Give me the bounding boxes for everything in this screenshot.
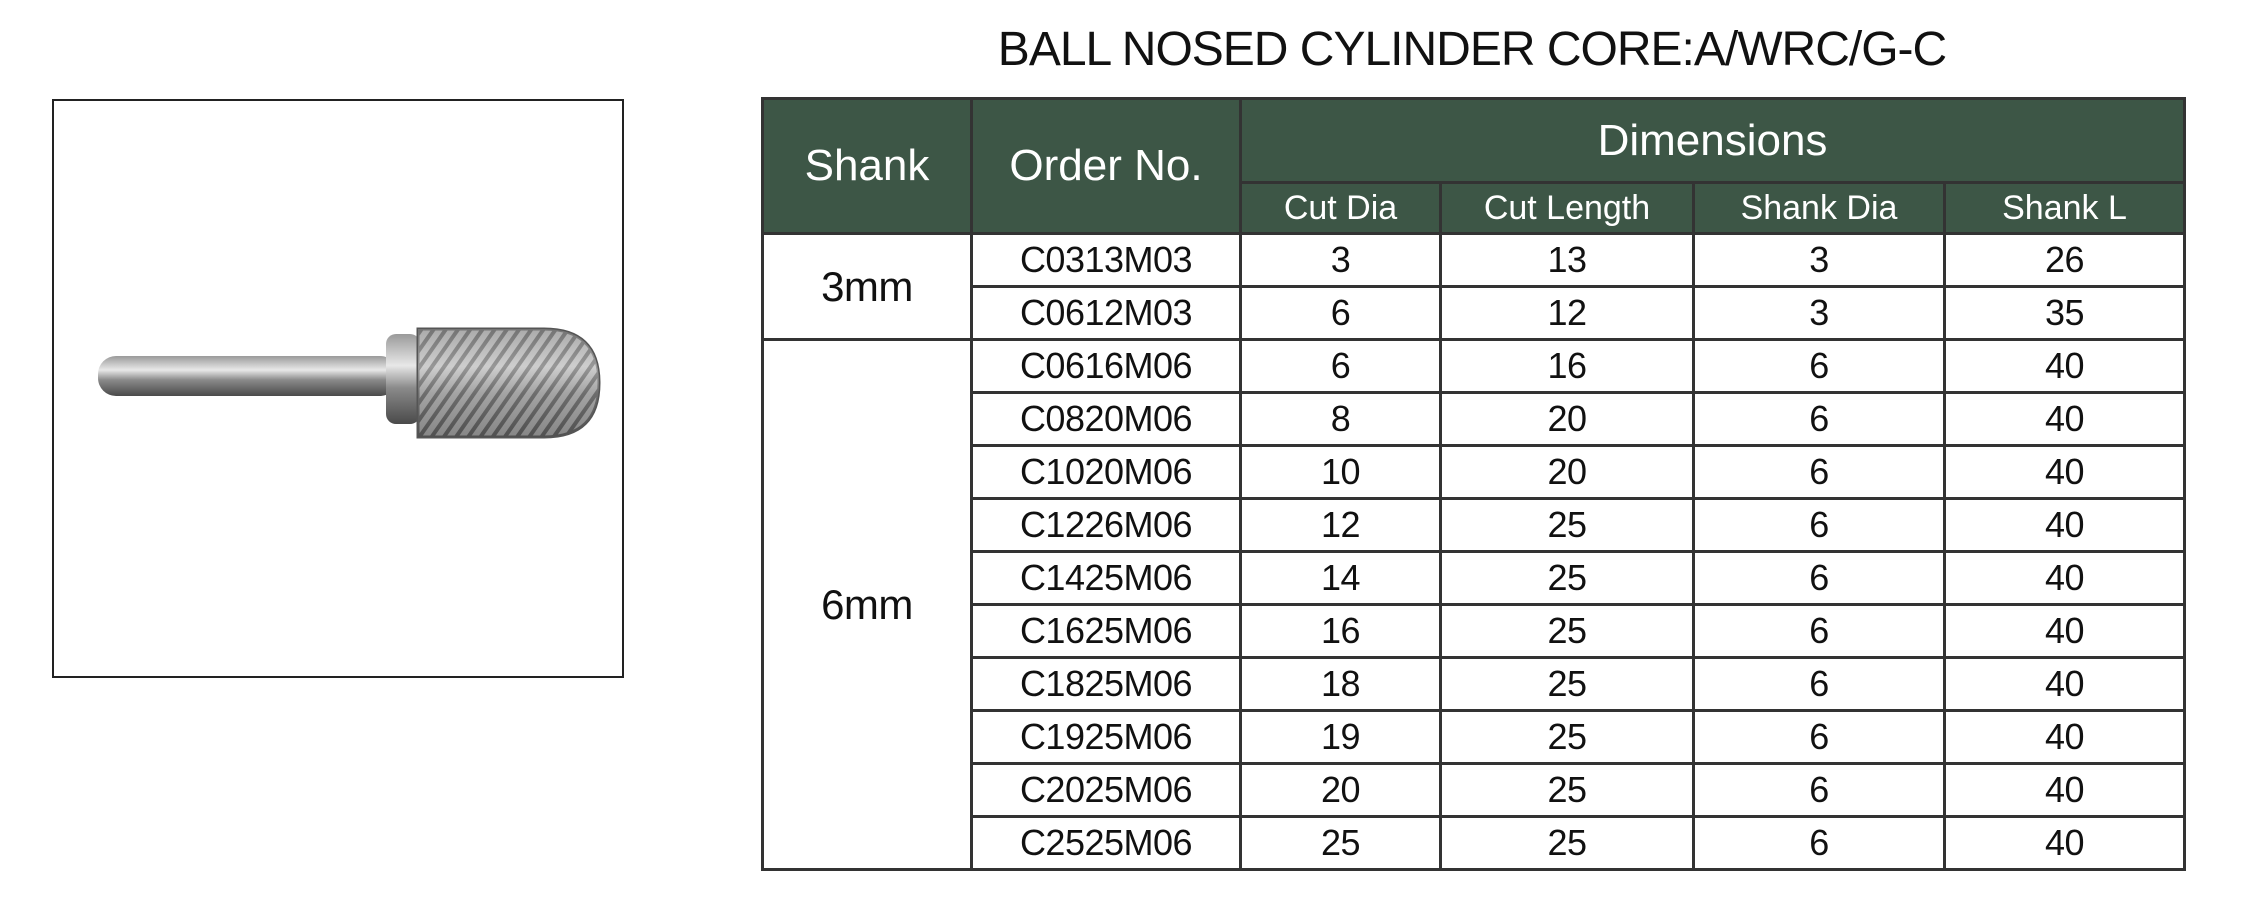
shank-dia-cell: 6 — [1692, 815, 1946, 871]
cut-dia-cell: 6 — [1239, 285, 1442, 341]
cut-dia-cell: 25 — [1239, 815, 1442, 871]
order-no-cell: C1020M06 — [970, 444, 1242, 500]
shank-l-cell: 40 — [1943, 497, 2186, 553]
cut-length-cell: 25 — [1439, 497, 1695, 553]
shank-l-cell: 35 — [1943, 285, 2186, 341]
cut-dia-cell: 3 — [1239, 232, 1442, 288]
shank-dia-cell: 6 — [1692, 709, 1946, 765]
shank-l-cell: 40 — [1943, 603, 2186, 659]
cut-length-cell: 20 — [1439, 444, 1695, 500]
order-no-cell: C0612M03 — [970, 285, 1242, 341]
shank-l-cell: 40 — [1943, 762, 2186, 818]
table-row: C1226M06 12 25 6 40 — [763, 497, 2186, 553]
cut-length-cell: 12 — [1439, 285, 1695, 341]
cut-length-cell: 25 — [1439, 762, 1695, 818]
header-cut-dia: Cut Dia — [1239, 181, 1442, 235]
shank-dia-cell: 6 — [1692, 497, 1946, 553]
cut-dia-cell: 14 — [1239, 550, 1442, 606]
order-no-cell: C1226M06 — [970, 497, 1242, 553]
cut-length-cell: 25 — [1439, 815, 1695, 871]
specification-table: Shank Order No. Dimensions Cut Dia Cut L… — [761, 97, 2186, 871]
order-no-cell: C2025M06 — [970, 762, 1242, 818]
ball-nosed-burr-image — [98, 327, 601, 439]
shank-l-cell: 26 — [1943, 232, 2186, 288]
shank-l-cell: 40 — [1943, 815, 2186, 871]
cut-length-cell: 25 — [1439, 709, 1695, 765]
header-dimensions: Dimensions — [1239, 97, 2186, 184]
table-row: C1625M06 16 25 6 40 — [763, 603, 2186, 659]
table-row: C1825M06 18 25 6 40 — [763, 656, 2186, 712]
product-image — [52, 99, 624, 678]
order-no-cell: C0313M03 — [970, 232, 1242, 288]
cut-dia-cell: 19 — [1239, 709, 1442, 765]
shank-dia-cell: 3 — [1692, 232, 1946, 288]
cut-length-cell: 25 — [1439, 656, 1695, 712]
cut-length-cell: 25 — [1439, 550, 1695, 606]
cut-dia-cell: 18 — [1239, 656, 1442, 712]
shank-l-cell: 40 — [1943, 391, 2186, 447]
cut-dia-cell: 10 — [1239, 444, 1442, 500]
table-row: 3mm C0313M03 3 13 3 26 — [761, 232, 2186, 341]
header-shank-dia: Shank Dia — [1692, 181, 1946, 235]
shank-l-cell: 40 — [1943, 338, 2186, 394]
table-row: 6mm C0616M06 6 16 6 40 — [761, 338, 2186, 871]
cut-dia-cell: 20 — [1239, 762, 1442, 818]
shank-dia-cell: 6 — [1692, 444, 1946, 500]
shank-group-cell: 3mm — [761, 232, 973, 341]
table-row: C2525M06 25 25 6 40 — [763, 815, 2186, 871]
shank-dia-cell: 3 — [1692, 285, 1946, 341]
order-no-cell: C0616M06 — [970, 338, 1242, 394]
order-no-cell: C1625M06 — [970, 603, 1242, 659]
cut-dia-cell: 12 — [1239, 497, 1442, 553]
cut-dia-cell: 6 — [1239, 338, 1442, 394]
table-row: C1020M06 10 20 6 40 — [763, 444, 2186, 500]
table-row: C0820M06 8 20 6 40 — [763, 391, 2186, 447]
order-no-cell: C2525M06 — [970, 815, 1242, 871]
table-row: C1425M06 14 25 6 40 — [763, 550, 2186, 606]
order-no-cell: C1425M06 — [970, 550, 1242, 606]
cut-dia-cell: 16 — [1239, 603, 1442, 659]
header-shank-l: Shank L — [1943, 181, 2186, 235]
order-no-cell: C0820M06 — [970, 391, 1242, 447]
table-row: C2025M06 20 25 6 40 — [763, 762, 2186, 818]
cut-dia-cell: 8 — [1239, 391, 1442, 447]
order-no-cell: C1825M06 — [970, 656, 1242, 712]
header-order-no: Order No. — [970, 97, 1242, 235]
cut-length-cell: 20 — [1439, 391, 1695, 447]
page-title: BALL NOSED CYLINDER CORE:A/WRC/G-C — [997, 23, 1947, 76]
table-row: C0612M03 6 12 3 35 — [763, 285, 2186, 341]
shank-dia-cell: 6 — [1692, 391, 1946, 447]
shank-dia-cell: 6 — [1692, 656, 1946, 712]
shank-l-cell: 40 — [1943, 550, 2186, 606]
shank-group-cell: 6mm — [761, 338, 973, 871]
order-no-cell: C1925M06 — [970, 709, 1242, 765]
shank-l-cell: 40 — [1943, 709, 2186, 765]
shank-l-cell: 40 — [1943, 656, 2186, 712]
header-cut-length: Cut Length — [1439, 181, 1695, 235]
cut-length-cell: 13 — [1439, 232, 1695, 288]
header-shank: Shank — [761, 97, 973, 235]
shank-dia-cell: 6 — [1692, 550, 1946, 606]
shank-dia-cell: 6 — [1692, 762, 1946, 818]
cut-length-cell: 25 — [1439, 603, 1695, 659]
shank-dia-cell: 6 — [1692, 338, 1946, 394]
table-row: C1925M06 19 25 6 40 — [763, 709, 2186, 765]
cut-length-cell: 16 — [1439, 338, 1695, 394]
shank-dia-cell: 6 — [1692, 603, 1946, 659]
shank-l-cell: 40 — [1943, 444, 2186, 500]
